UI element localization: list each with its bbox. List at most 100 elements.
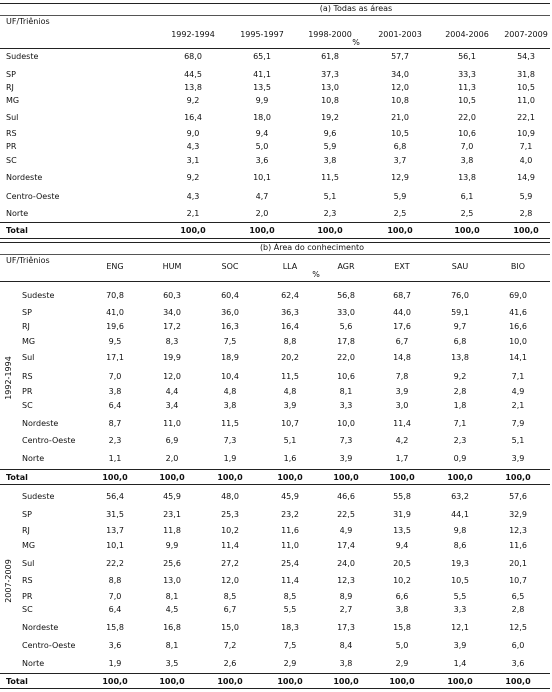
cell: 44,5: [184, 70, 202, 79]
cell: 2,8: [519, 209, 533, 218]
cell: 32,9: [509, 510, 527, 519]
cell: 60,4: [221, 291, 239, 300]
cell: 5,9: [519, 192, 533, 201]
cell: 8,1: [165, 641, 179, 650]
cell: 11,6: [281, 526, 299, 535]
period-label: 1992-1994: [4, 355, 13, 400]
cell: 2,3: [323, 209, 337, 218]
cell: 10,2: [393, 576, 411, 585]
cell: 10,1: [106, 541, 124, 550]
cell: 10,7: [281, 419, 299, 428]
cell: 7,5: [223, 337, 237, 346]
unit: %: [312, 270, 320, 279]
cell: 69,0: [509, 291, 527, 300]
row-label: SP: [6, 70, 16, 79]
cell: 25,6: [163, 559, 181, 568]
cell: 11,4: [393, 419, 411, 428]
cell: 2,1: [511, 401, 525, 410]
cell: 3,0: [395, 401, 409, 410]
row-label: RJ: [22, 526, 30, 535]
cell: 7,5: [283, 641, 297, 650]
cell: 9,6: [323, 129, 337, 138]
cell: 27,2: [221, 559, 239, 568]
cell: 7,0: [460, 142, 474, 151]
cell: 18,0: [253, 113, 271, 122]
cell: 1,4: [453, 659, 467, 668]
cell: 17,3: [337, 623, 355, 632]
row-label: Centro-Oeste: [22, 641, 76, 650]
cell: 33,0: [337, 308, 355, 317]
cell: 6,6: [395, 592, 409, 601]
cell: 7,0: [108, 372, 122, 381]
cell: 100,0: [277, 677, 303, 686]
cell: 31,8: [517, 70, 535, 79]
cell: 48,0: [221, 492, 239, 501]
cell: 100,0: [217, 677, 243, 686]
cell: 4,2: [395, 436, 409, 445]
cell: 22,0: [458, 113, 476, 122]
cell: 2,8: [511, 605, 525, 614]
cell: 57,7: [391, 52, 409, 61]
cell: 1,1: [108, 454, 122, 463]
cell: 100,0: [513, 226, 539, 235]
cell: 14,1: [509, 353, 527, 362]
cell: 15,8: [393, 623, 411, 632]
cell: 3,9: [511, 454, 525, 463]
cell: 56,4: [106, 492, 124, 501]
column-header: BIO: [510, 262, 526, 271]
cell: 2,3: [453, 436, 467, 445]
cell: 4,3: [186, 192, 200, 201]
cell: 6,1: [460, 192, 474, 201]
cell: 9,4: [395, 541, 409, 550]
cell: 3,9: [283, 401, 297, 410]
cell: 8,7: [108, 419, 122, 428]
cell: 5,9: [393, 192, 407, 201]
row-label: MG: [22, 541, 36, 550]
cell: 22,1: [517, 113, 535, 122]
section-title: (a) Todas as áreas: [319, 4, 393, 13]
row-header: UF/Triênios: [6, 256, 50, 265]
cell: 10,5: [517, 83, 535, 92]
cell: 20,2: [281, 353, 299, 362]
cell: 3,9: [339, 454, 353, 463]
cell: 19,3: [451, 559, 469, 568]
cell: 3,3: [453, 605, 467, 614]
cell: 7,1: [519, 142, 533, 151]
cell: 18,3: [281, 623, 299, 632]
row-label: Nordeste: [22, 623, 59, 632]
cell: 1,9: [223, 454, 237, 463]
cell: 7,0: [108, 592, 122, 601]
cell: 5,1: [283, 436, 297, 445]
row-label: Sul: [22, 559, 35, 568]
cell: 41,0: [106, 308, 124, 317]
cell: 4,3: [186, 142, 200, 151]
row-label: MG: [6, 96, 20, 105]
column-header: SAU: [451, 262, 469, 271]
cell: 3,6: [255, 156, 269, 165]
row-header: UF/Triênios: [6, 17, 50, 26]
cell: 17,4: [337, 541, 355, 550]
cell: 3,8: [460, 156, 474, 165]
cell: 3,9: [453, 641, 467, 650]
cell: 20,1: [509, 559, 527, 568]
cell: 61,8: [321, 52, 339, 61]
cell: 100,0: [387, 226, 413, 235]
cell: 10,0: [509, 337, 527, 346]
column-header: 1992-1994: [171, 30, 215, 39]
cell: 0,9: [453, 454, 467, 463]
cell: 2,0: [255, 209, 269, 218]
cell: 6,8: [453, 337, 467, 346]
column-header: 2001-2003: [378, 30, 422, 39]
cell: 13,8: [451, 353, 469, 362]
cell: 5,5: [283, 605, 297, 614]
row-label: Total: [6, 677, 28, 686]
cell: 11,0: [281, 541, 299, 550]
cell: 3,9: [395, 387, 409, 396]
cell: 12,1: [451, 623, 469, 632]
row-label: RS: [22, 576, 33, 585]
cell: 20,5: [393, 559, 411, 568]
rule: [0, 673, 550, 674]
cell: 37,3: [321, 70, 339, 79]
cell: 8,9: [339, 592, 353, 601]
row-label: Sudeste: [22, 291, 55, 300]
